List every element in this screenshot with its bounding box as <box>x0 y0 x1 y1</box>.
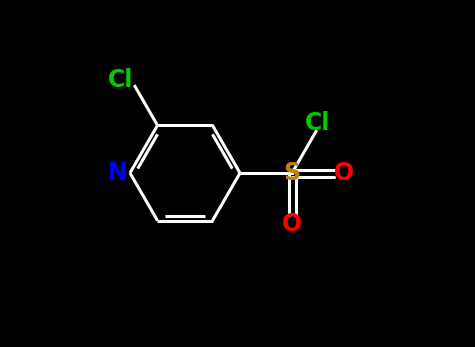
Text: Cl: Cl <box>108 68 133 92</box>
Text: O: O <box>282 212 302 236</box>
Text: S: S <box>284 161 301 185</box>
Text: Cl: Cl <box>305 111 331 135</box>
Text: O: O <box>334 161 354 185</box>
Text: N: N <box>108 161 128 185</box>
